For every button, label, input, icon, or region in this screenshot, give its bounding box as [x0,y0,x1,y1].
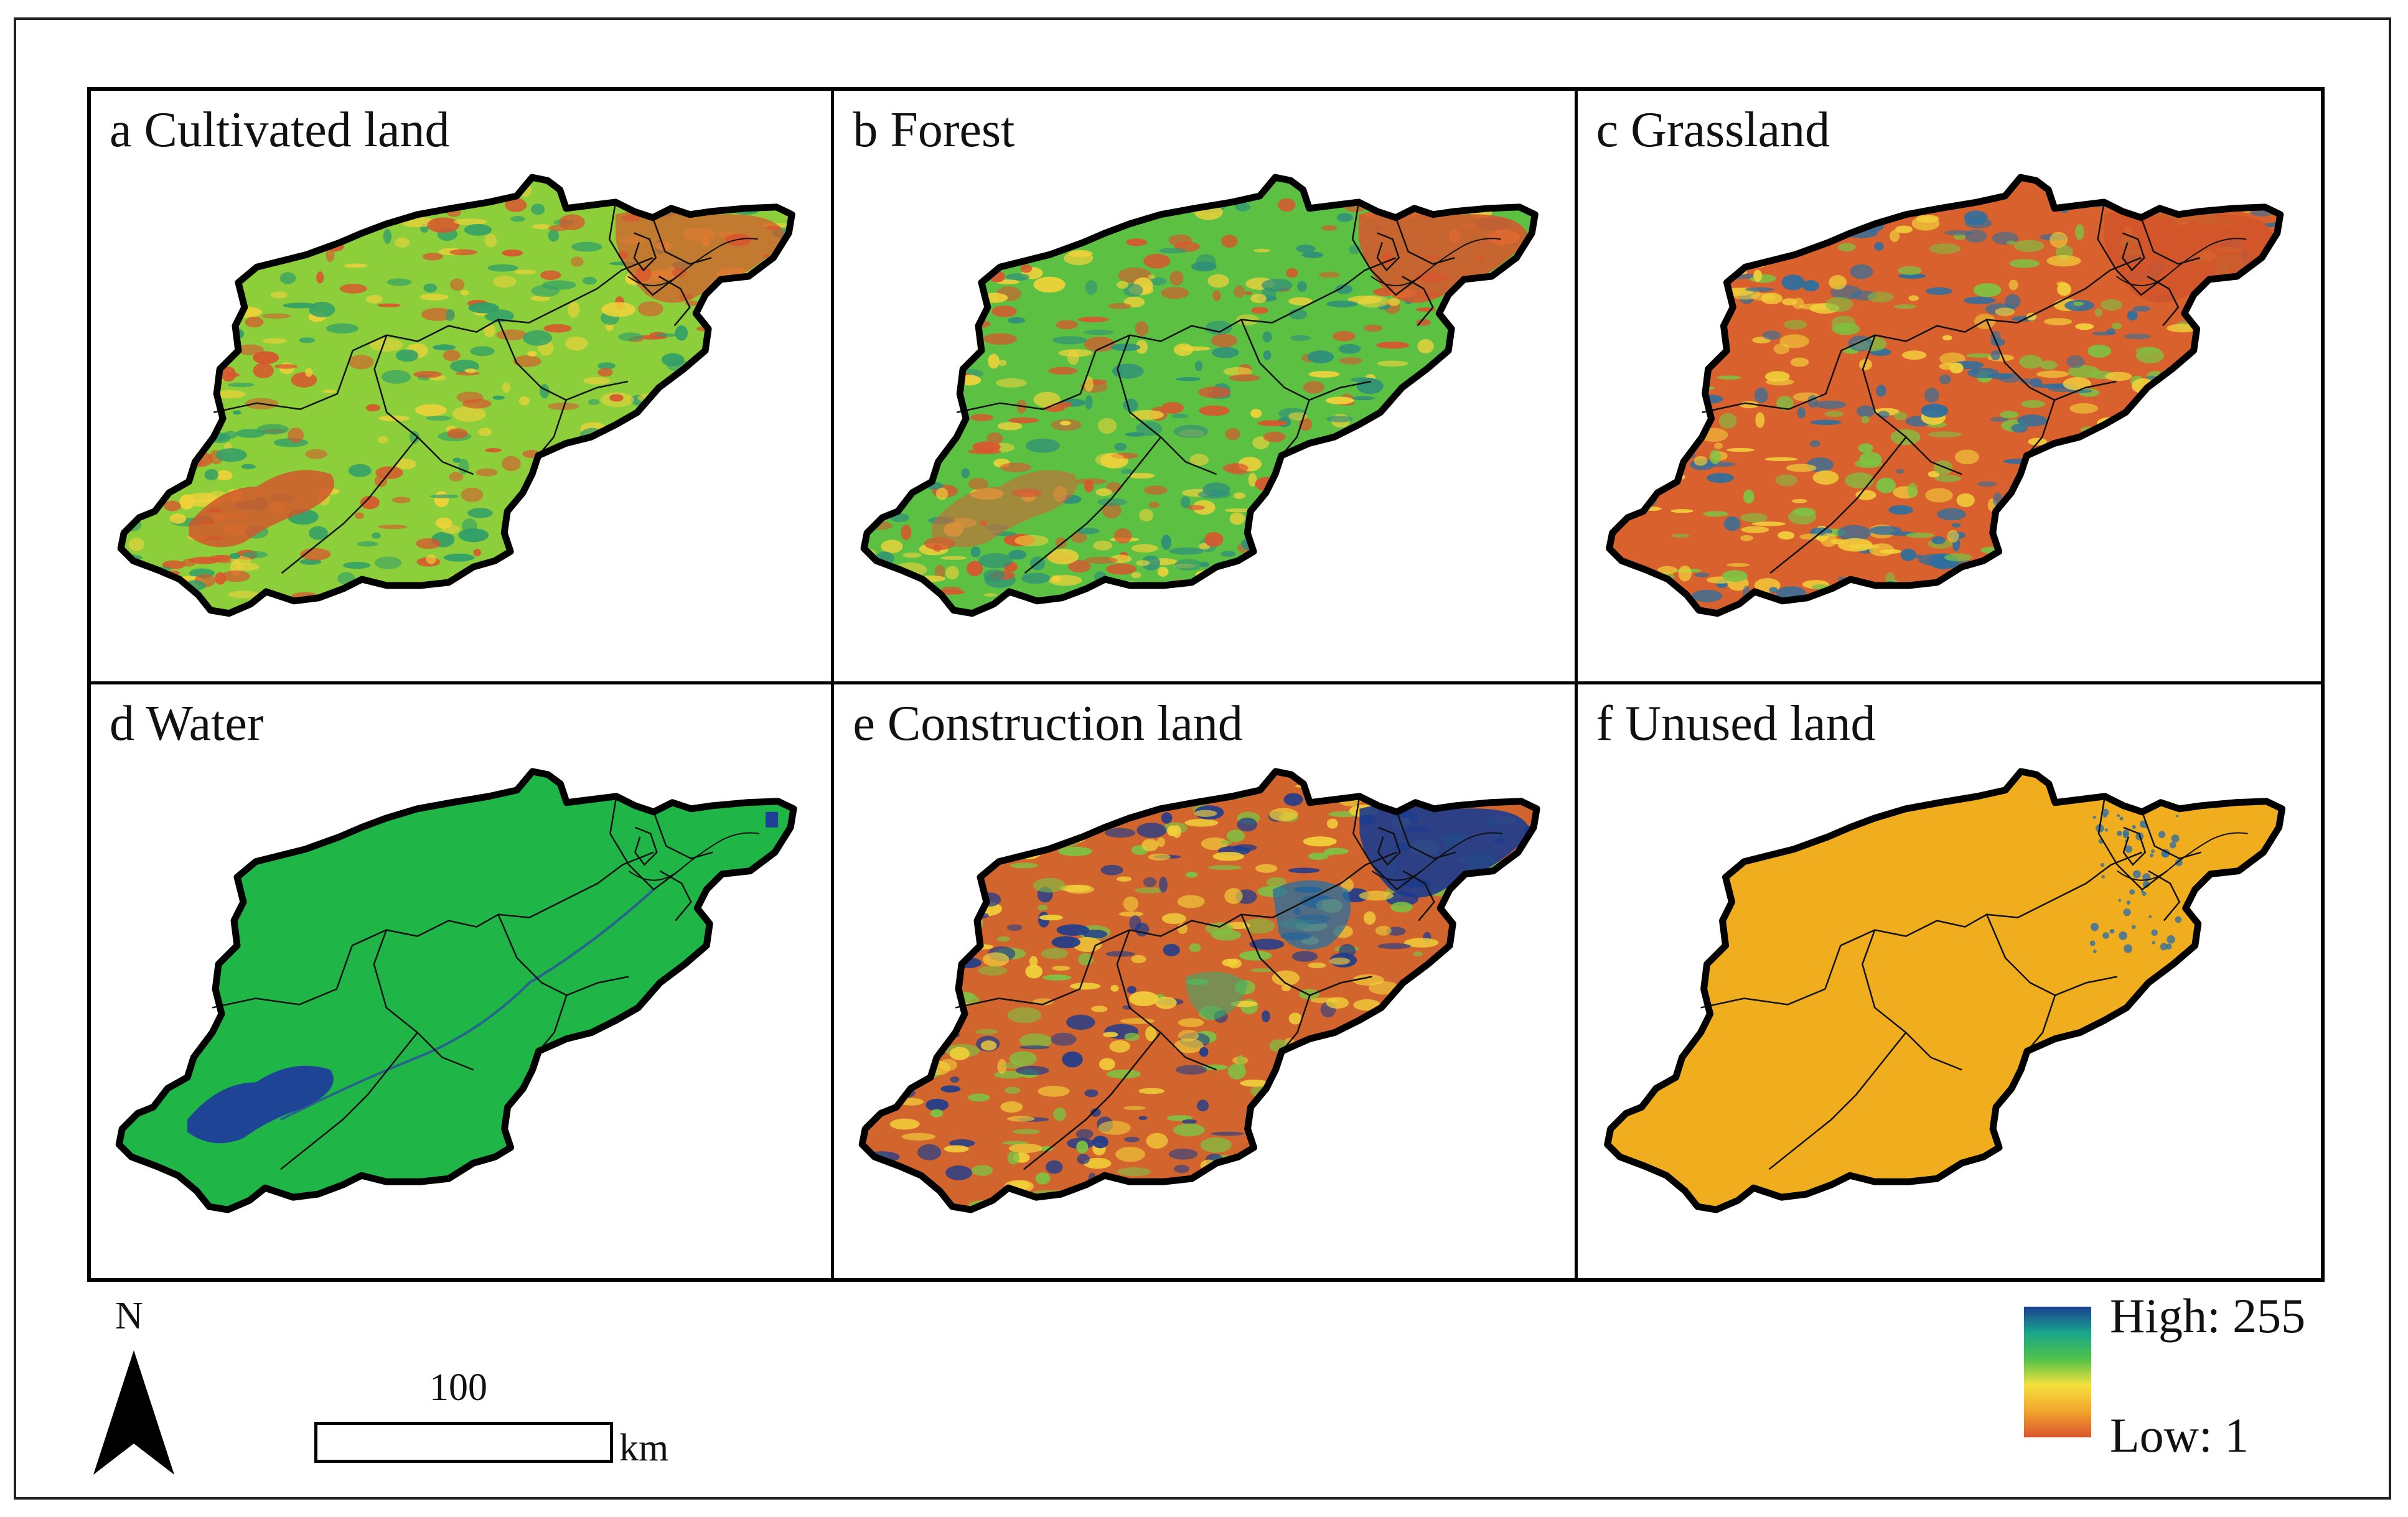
panel-title: a Cultivated land [110,103,450,157]
panel-title: b Forest [853,103,1015,157]
map-panel: b Forest [834,91,1578,684]
map-panel-grid: a Cultivated land b Forest c Grassland d… [87,87,2325,1282]
study-area-map [859,768,1540,1213]
map-panel: e Construction land [834,684,1578,1278]
scale-bar-value: 100 [429,1366,487,1409]
map-panel: c Grassland [1577,91,2321,684]
north-arrow-icon [93,1350,174,1475]
study-area-map [115,768,797,1213]
scale-bar [314,1422,613,1463]
panel-title: f Unused land [1596,696,1876,751]
study-area-map [860,174,1539,617]
map-panel: a Cultivated land [91,91,835,684]
legend-low-label: Low: 1 [2110,1408,2249,1462]
study-area-map [117,174,795,617]
legend-color-ramp [2024,1307,2091,1437]
figure-frame [14,17,2391,1500]
north-label: N [115,1295,143,1337]
legend-high-label: High: 255 [2110,1289,2306,1343]
map-panel: f Unused land [1577,684,2321,1278]
map-panel: d Water [91,684,835,1278]
panel-title: e Construction land [853,696,1243,751]
study-area-map [1603,768,2285,1213]
panel-title: c Grassland [1596,103,1830,157]
scale-bar-unit: km [619,1427,669,1469]
study-area-map [1605,174,2284,617]
panel-title: d Water [110,696,264,751]
